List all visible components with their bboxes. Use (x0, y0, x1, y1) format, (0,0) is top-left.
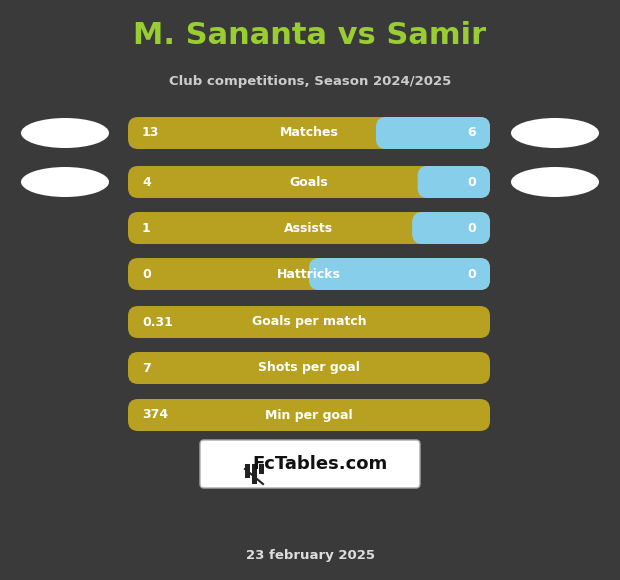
Text: 0: 0 (467, 267, 476, 281)
Text: Assists: Assists (285, 222, 334, 234)
FancyBboxPatch shape (128, 352, 490, 384)
Bar (259, 464, 264, 474)
Bar (245, 464, 250, 478)
Text: Club competitions, Season 2024/2025: Club competitions, Season 2024/2025 (169, 75, 451, 89)
FancyBboxPatch shape (418, 166, 490, 198)
Text: 0: 0 (467, 176, 476, 189)
Ellipse shape (21, 167, 109, 197)
Text: 4: 4 (142, 176, 151, 189)
Text: 23 february 2025: 23 february 2025 (246, 549, 374, 561)
Text: Matches: Matches (280, 126, 339, 140)
FancyBboxPatch shape (128, 306, 490, 338)
Bar (252, 464, 257, 484)
Text: 0: 0 (467, 222, 476, 234)
FancyBboxPatch shape (128, 212, 490, 244)
FancyBboxPatch shape (128, 166, 490, 198)
Text: 1: 1 (142, 222, 151, 234)
Text: Goals: Goals (290, 176, 329, 189)
FancyBboxPatch shape (128, 117, 490, 149)
FancyBboxPatch shape (200, 440, 420, 488)
Ellipse shape (21, 118, 109, 148)
FancyBboxPatch shape (128, 399, 490, 431)
Ellipse shape (511, 118, 599, 148)
FancyBboxPatch shape (309, 258, 490, 290)
Text: Goals per match: Goals per match (252, 316, 366, 328)
FancyBboxPatch shape (376, 117, 490, 149)
Text: 374: 374 (142, 408, 168, 422)
Text: M. Sananta vs Samir: M. Sananta vs Samir (133, 20, 487, 49)
Text: 7: 7 (142, 361, 151, 375)
Text: Hattricks: Hattricks (277, 267, 341, 281)
FancyBboxPatch shape (128, 258, 490, 290)
Text: 0.31: 0.31 (142, 316, 173, 328)
FancyBboxPatch shape (412, 212, 490, 244)
Text: Min per goal: Min per goal (265, 408, 353, 422)
Text: 6: 6 (467, 126, 476, 140)
Text: Shots per goal: Shots per goal (258, 361, 360, 375)
Ellipse shape (511, 167, 599, 197)
Text: FcTables.com: FcTables.com (252, 455, 388, 473)
Text: 0: 0 (142, 267, 151, 281)
Text: 13: 13 (142, 126, 159, 140)
